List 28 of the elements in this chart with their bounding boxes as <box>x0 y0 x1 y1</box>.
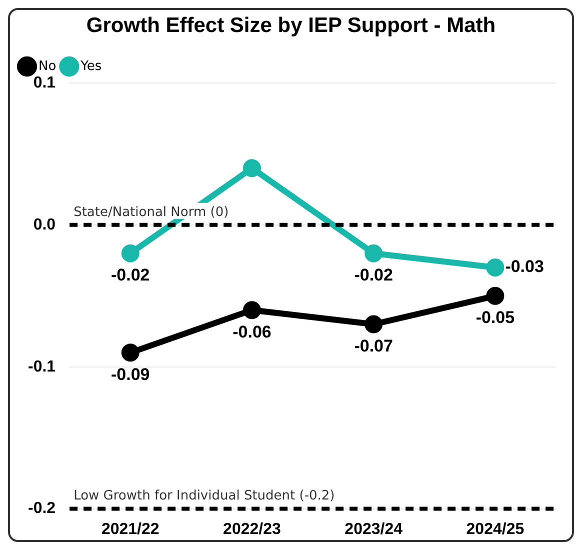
x-tick-label: 2023/24 <box>344 520 403 538</box>
data-label: -0.06 <box>232 322 272 342</box>
y-tick-label: -0.1 <box>28 358 56 376</box>
data-label: -0.05 <box>476 308 515 328</box>
point <box>364 315 383 334</box>
point <box>364 244 383 262</box>
data-label: -0.02 <box>111 266 150 285</box>
point <box>486 286 504 305</box>
x-tick-label: 2021/22 <box>101 520 160 538</box>
chart-title: Growth Effect Size by IEP Support - Math <box>85 14 497 38</box>
data-label: -0.07 <box>354 336 393 356</box>
point <box>486 258 504 277</box>
y-tick-label: 0.0 <box>33 216 56 234</box>
point <box>121 244 140 262</box>
point <box>121 344 140 362</box>
data-label: -0.09 <box>111 364 150 384</box>
point <box>242 159 261 178</box>
y-tick-label: 0.1 <box>33 74 56 92</box>
data-label: -0.03 <box>505 257 544 276</box>
x-tick-label: 2024/25 <box>466 520 524 538</box>
ref-line-label: Low Growth for Individual Student (-0.2) <box>74 488 335 504</box>
legend-label: No <box>38 58 56 74</box>
y-tick-label: -0.2 <box>28 500 56 518</box>
data-label: -0.02 <box>354 266 393 285</box>
ref-line-label: State/National Norm (0) <box>74 204 229 220</box>
legend-label: Yes <box>80 58 102 74</box>
point <box>242 301 261 320</box>
x-tick-label: 2022/23 <box>223 520 281 538</box>
